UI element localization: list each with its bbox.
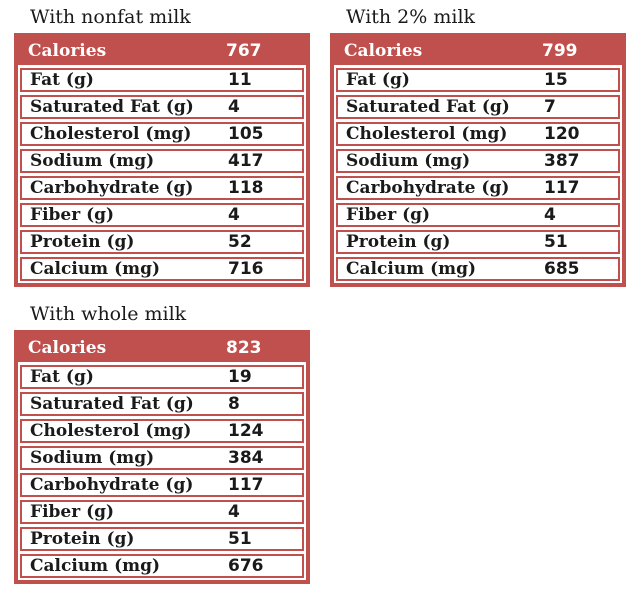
table-header-row: Calories 823	[18, 334, 306, 362]
row-value: 118	[228, 178, 264, 198]
header-label: Calories	[28, 41, 107, 61]
header-label: Calories	[28, 338, 107, 358]
row-label: Fat (g)	[346, 70, 410, 90]
row-value: 4	[228, 97, 240, 117]
table-row: Protein (g) 52	[20, 230, 304, 254]
table-row: Calcium (mg) 685	[336, 257, 620, 281]
row-label: Cholesterol (mg)	[346, 124, 508, 144]
row-value: 716	[228, 259, 264, 279]
row-value: 124	[228, 421, 264, 441]
row-label: Cholesterol (mg)	[30, 421, 192, 441]
row-value: 7	[544, 97, 556, 117]
row-value: 8	[228, 394, 240, 414]
table-header-row: Calories 799	[334, 37, 622, 65]
row-label: Sodium (mg)	[346, 151, 471, 171]
row-label: Fiber (g)	[30, 205, 115, 225]
two-percent-milk-panel: With 2% milk Calories 799 Fat (g) 15 Sat…	[330, 6, 626, 287]
row-value: 19	[228, 367, 252, 387]
nonfat-milk-panel: With nonfat milk Calories 767 Fat (g) 11…	[14, 6, 310, 287]
table-row: Protein (g) 51	[20, 527, 304, 551]
table-row: Cholesterol (mg) 124	[20, 419, 304, 443]
row-value: 4	[544, 205, 556, 225]
row-value: 4	[228, 205, 240, 225]
row-value: 51	[228, 529, 252, 549]
table-row: Protein (g) 51	[336, 230, 620, 254]
table-row: Sodium (mg) 384	[20, 446, 304, 470]
table-row: Saturated Fat (g) 4	[20, 95, 304, 119]
row-label: Calcium (mg)	[30, 259, 161, 279]
table-header-row: Calories 767	[18, 37, 306, 65]
header-value: 823	[226, 338, 262, 358]
row-label: Carbohydrate (g)	[30, 475, 194, 495]
row-value: 51	[544, 232, 568, 252]
row-value: 105	[228, 124, 264, 144]
row-label: Saturated Fat (g)	[346, 97, 510, 117]
row-label: Calcium (mg)	[30, 556, 161, 576]
row-label: Fiber (g)	[346, 205, 431, 225]
table-row: Fat (g) 11	[20, 68, 304, 92]
table-row: Saturated Fat (g) 8	[20, 392, 304, 416]
table-row: Cholesterol (mg) 120	[336, 122, 620, 146]
nutrition-table-2pct: Calories 799 Fat (g) 15 Saturated Fat (g…	[330, 33, 626, 287]
table-row: Sodium (mg) 387	[336, 149, 620, 173]
row-label: Sodium (mg)	[30, 151, 155, 171]
row-value: 11	[228, 70, 252, 90]
row-label: Saturated Fat (g)	[30, 394, 194, 414]
row-value: 685	[544, 259, 580, 279]
header-value: 799	[542, 41, 578, 61]
table-row: Sodium (mg) 417	[20, 149, 304, 173]
table-title-nonfat: With nonfat milk	[30, 6, 191, 28]
table-row: Fiber (g) 4	[336, 203, 620, 227]
row-label: Protein (g)	[346, 232, 451, 252]
nutrition-table-nonfat: Calories 767 Fat (g) 11 Saturated Fat (g…	[14, 33, 310, 287]
table-row: Fiber (g) 4	[20, 500, 304, 524]
row-label: Cholesterol (mg)	[30, 124, 192, 144]
whole-milk-panel: With whole milk Calories 823 Fat (g) 19 …	[14, 303, 310, 584]
nutrition-table-whole: Calories 823 Fat (g) 19 Saturated Fat (g…	[14, 330, 310, 584]
table-row: Fat (g) 19	[20, 365, 304, 389]
row-value: 120	[544, 124, 580, 144]
table-row: Carbohydrate (g) 117	[20, 473, 304, 497]
row-label: Calcium (mg)	[346, 259, 477, 279]
row-label: Protein (g)	[30, 232, 135, 252]
table-row: Calcium (mg) 716	[20, 257, 304, 281]
header-label: Calories	[344, 41, 423, 61]
row-value: 387	[544, 151, 580, 171]
row-label: Carbohydrate (g)	[30, 178, 194, 198]
row-label: Protein (g)	[30, 529, 135, 549]
table-row: Calcium (mg) 676	[20, 554, 304, 578]
row-label: Fat (g)	[30, 367, 94, 387]
table-row: Carbohydrate (g) 118	[20, 176, 304, 200]
row-label: Saturated Fat (g)	[30, 97, 194, 117]
row-label: Sodium (mg)	[30, 448, 155, 468]
header-value: 767	[226, 41, 262, 61]
table-row: Fiber (g) 4	[20, 203, 304, 227]
table-title-whole: With whole milk	[30, 303, 187, 325]
table-row: Carbohydrate (g) 117	[336, 176, 620, 200]
row-value: 15	[544, 70, 568, 90]
row-value: 384	[228, 448, 264, 468]
row-label: Fat (g)	[30, 70, 94, 90]
row-value: 117	[544, 178, 580, 198]
row-value: 4	[228, 502, 240, 522]
row-value: 417	[228, 151, 264, 171]
row-value: 676	[228, 556, 264, 576]
row-label: Carbohydrate (g)	[346, 178, 510, 198]
table-row: Saturated Fat (g) 7	[336, 95, 620, 119]
table-title-2pct: With 2% milk	[346, 6, 476, 28]
row-value: 52	[228, 232, 252, 252]
table-row: Fat (g) 15	[336, 68, 620, 92]
table-row: Cholesterol (mg) 105	[20, 122, 304, 146]
row-value: 117	[228, 475, 264, 495]
row-label: Fiber (g)	[30, 502, 115, 522]
